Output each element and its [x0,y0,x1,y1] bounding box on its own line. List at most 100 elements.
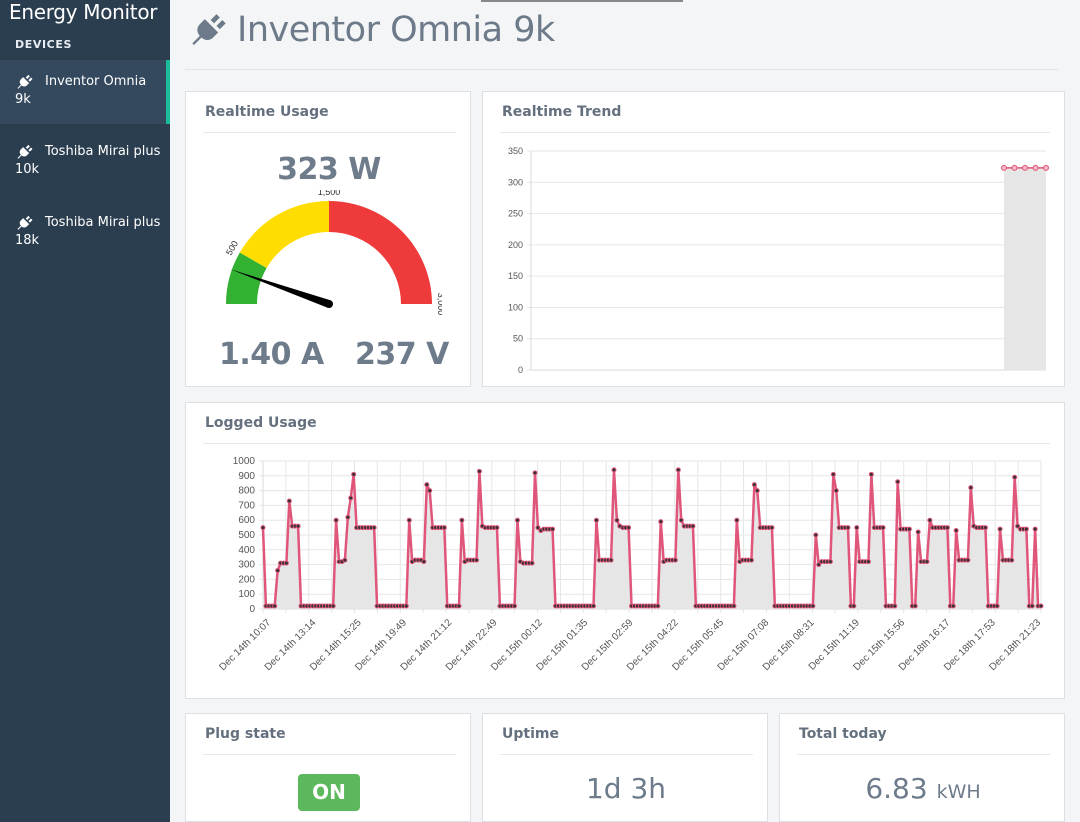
data-point [982,525,988,531]
data-point [813,532,819,538]
data-point [286,498,292,504]
data-point [441,525,447,531]
data-point [658,519,664,525]
data-point [731,603,737,609]
data-point [593,517,599,523]
data-point [994,603,1000,609]
data-point [514,517,520,523]
data-point [845,525,851,531]
data-point [880,525,886,531]
data-point [427,488,433,494]
data-point [944,525,950,531]
data-point [816,562,822,568]
panel-title: Logged Usage [205,415,317,431]
data-point [371,525,377,531]
uptime-value: 1d 3h [585,772,667,805]
data-point [895,479,901,485]
data-point [953,528,959,534]
data-point [626,525,632,531]
sidebar: Energy Monitor DEVICES Inventor Omnia 9k… [0,0,170,822]
data-point [915,529,921,535]
y-tick-label: 600 [238,515,255,526]
data-point [591,603,597,609]
data-point [754,488,760,494]
data-point [965,557,971,563]
data-point [474,557,480,563]
data-point [512,603,518,609]
plug-toggle-button[interactable]: ON [298,774,360,811]
data-point [260,525,266,531]
data-point [748,557,754,563]
data-point [1015,523,1021,529]
data-point [330,603,336,609]
panel-title: Total today [799,726,887,742]
data-point [830,471,836,477]
data-point [1012,474,1018,480]
plug-icon [17,74,33,89]
gauge-band-0 [226,252,267,304]
data-point [968,485,974,491]
data-point [810,603,816,609]
uptime-panel: Uptime 1d 3h [482,713,768,822]
plug-state-panel: Plug state ON [185,713,471,822]
sidebar-item-inventor-omnia-9k[interactable]: Inventor Omnia 9k [0,60,170,124]
data-point [751,482,757,488]
data-point [1011,164,1018,171]
panel-title: Realtime Usage [205,104,329,120]
data-point [476,468,482,474]
realtime-usage-panel: Realtime Usage 323 W 500 1,500 3,000 1.40 … [185,91,471,387]
y-tick-label: 0 [518,365,523,375]
app-title: Energy Monitor [9,0,158,24]
data-point [535,525,541,531]
data-point [912,603,918,609]
y-tick-label: 300 [508,177,523,187]
data-point [424,482,430,488]
plug-icon [17,215,33,230]
data-point [406,517,412,523]
data-point [275,568,281,574]
total-today-readout: 6.83 kWH [780,772,1066,805]
data-point [906,526,912,532]
sidebar-item-toshiba-mirai-plus-18k[interactable]: Toshiba Mirai plus 18k [0,201,170,265]
gauge-tick-label: 1,500 [318,190,341,197]
data-point [1021,164,1028,171]
panel-divider [500,132,1050,133]
data-point [851,603,857,609]
data-point [1032,164,1039,171]
gauge-band-1 [239,201,329,268]
data-point [672,557,678,563]
data-point [1009,557,1015,563]
data-point [868,471,874,477]
realtime-trend-panel: Realtime Trend 0 50 100 150 200 250 300 350 [482,91,1065,387]
data-point [927,517,933,523]
data-point [494,525,500,531]
data-point [892,603,898,609]
realtime-trend-chart: 0 50 100 150 200 250 300 350 [508,146,1049,375]
data-point [690,523,696,529]
gauge-needle [229,269,331,308]
data-point [655,603,661,609]
data-point [295,523,301,529]
panel-divider [797,754,1050,755]
y-tick-label: 150 [508,271,523,281]
data-point [997,526,1003,532]
power-value: 323 W [277,152,381,187]
y-tick-label: 800 [238,486,255,497]
area-fill [1003,167,1046,370]
page-title: Inventor Omnia 9k [237,10,555,50]
logged-usage-panel: Logged Usage 0 100 200 300 400 500 600 700 800 90… [185,402,1065,699]
data-point [608,557,614,563]
data-point [459,517,465,523]
sidebar-item-toshiba-mirai-plus-10k[interactable]: Toshiba Mirai plus 10k [0,130,170,194]
data-point [272,603,278,609]
gauge-band-2 [329,201,432,304]
data-point [456,603,462,609]
data-point [351,471,357,477]
voltage-value: 237 V [355,337,449,372]
data-point [833,488,839,494]
y-tick-label: 300 [238,560,255,571]
data-point [283,560,289,566]
panel-title: Realtime Trend [502,104,622,120]
panel-title: Uptime [502,726,559,742]
